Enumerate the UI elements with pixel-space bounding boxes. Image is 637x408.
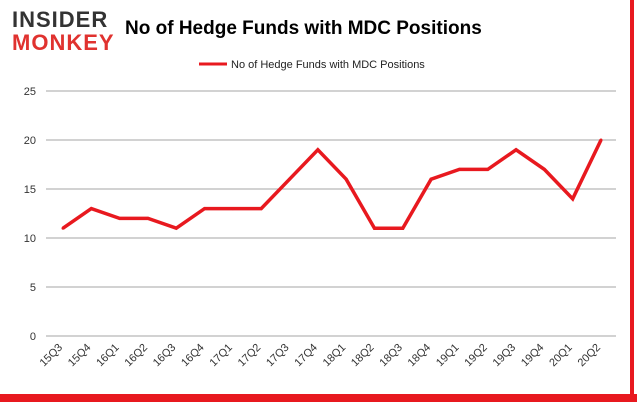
logo-line1: INSIDER <box>12 7 108 32</box>
x-tick-label: 17Q3 <box>264 342 292 370</box>
chart-title: No of Hedge Funds with MDC Positions <box>125 18 482 39</box>
x-tick-label: 16Q1 <box>94 342 122 370</box>
data-point <box>486 167 490 171</box>
x-tick-label: 17Q4 <box>292 342 320 370</box>
y-tick-label: 15 <box>24 184 36 196</box>
y-tick-label: 25 <box>24 86 36 98</box>
data-point <box>457 167 461 171</box>
data-point <box>203 207 207 211</box>
data-point <box>542 167 546 171</box>
data-point <box>316 148 320 152</box>
y-tick-label: 0 <box>30 331 36 343</box>
x-tick-label: 20Q2 <box>576 342 604 370</box>
data-point <box>174 226 178 230</box>
data-point <box>231 207 235 211</box>
legend-label: No of Hedge Funds with MDC Positions <box>231 59 425 71</box>
data-point <box>514 148 518 152</box>
x-tick-label: 19Q3 <box>491 342 519 370</box>
logo-line2: MONKEY <box>12 30 115 55</box>
x-tick-label: 15Q3 <box>38 342 66 370</box>
x-tick-label: 17Q2 <box>236 342 264 370</box>
data-point <box>599 138 603 142</box>
x-tick-label: 19Q1 <box>434 342 462 370</box>
y-tick-label: 5 <box>30 282 36 294</box>
data-point <box>118 216 122 220</box>
x-axis: 15Q3 15Q4 16Q1 16Q2 16Q3 16Q4 17Q1 17Q2 17Q3 17Q4… <box>38 342 604 370</box>
x-tick-label: 18Q4 <box>406 342 434 370</box>
series-line <box>62 139 603 231</box>
legend: No of Hedge Funds with MDC Positions <box>199 59 425 71</box>
x-tick-label: 15Q4 <box>66 342 94 370</box>
y-tick-label: 10 <box>24 233 36 245</box>
insider-monkey-logo: INSIDER MONKEY <box>12 7 115 55</box>
data-point <box>401 226 405 230</box>
data-point <box>146 216 150 220</box>
x-tick-label: 16Q2 <box>123 342 151 370</box>
series-layer <box>61 138 603 231</box>
x-tick-label: 17Q1 <box>207 342 235 370</box>
x-tick-label: 19Q2 <box>462 342 490 370</box>
data-point <box>344 177 348 181</box>
y-axis: 0 5 10 15 20 25 <box>24 86 36 343</box>
x-tick-label: 19Q4 <box>519 342 547 370</box>
data-point <box>571 197 575 201</box>
grid <box>46 90 616 337</box>
data-point <box>89 207 93 211</box>
y-tick-label: 20 <box>24 135 36 147</box>
x-tick-label: 18Q1 <box>321 342 349 370</box>
data-point <box>372 226 376 230</box>
x-tick-label: 16Q4 <box>179 342 207 370</box>
x-tick-label: 16Q3 <box>151 342 179 370</box>
data-point <box>259 207 263 211</box>
bottom-border <box>0 394 637 402</box>
right-border <box>630 0 634 400</box>
data-point <box>429 177 433 181</box>
data-point <box>61 226 65 230</box>
x-tick-label: 20Q1 <box>547 342 575 370</box>
x-tick-label: 18Q2 <box>349 342 377 370</box>
x-tick-label: 18Q3 <box>377 342 405 370</box>
data-point <box>288 177 292 181</box>
